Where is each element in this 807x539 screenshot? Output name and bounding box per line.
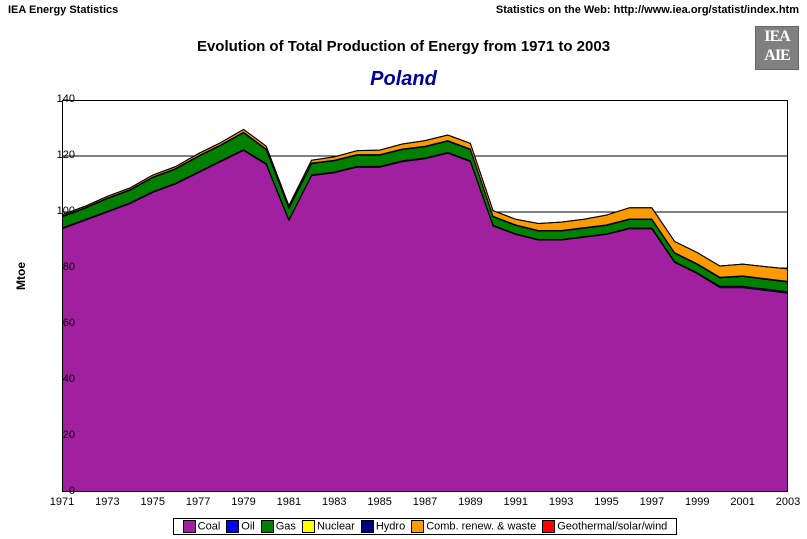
legend-label: Comb. renew. & waste [426, 521, 536, 533]
legend-label: Oil [241, 521, 254, 533]
x-tick-label: 1993 [549, 496, 573, 508]
y-tick-label: 20 [35, 429, 75, 441]
legend-swatch [361, 520, 374, 533]
chart-subtitle: Poland [0, 68, 807, 91]
legend-box: Coal Oil Gas Nuclear Hydro Comb. renew. & was… [173, 518, 678, 535]
x-tick-label: 1973 [95, 496, 119, 508]
legend-item: Comb. renew. & waste [411, 520, 536, 533]
legend-swatch [183, 520, 196, 533]
y-tick-label: 40 [35, 373, 75, 385]
legend-item: Geothermal/solar/wind [542, 520, 667, 533]
y-tick-label: 80 [35, 261, 75, 273]
x-tick-label: 1991 [504, 496, 528, 508]
chart-svg [62, 100, 788, 492]
header-left-text: IEA Energy Statistics [8, 4, 118, 16]
legend-label: Geothermal/solar/wind [557, 521, 667, 533]
x-tick-label: 1999 [685, 496, 709, 508]
x-tick-label: 1995 [594, 496, 618, 508]
y-tick-label: 100 [35, 205, 75, 217]
x-tick-label: 1981 [277, 496, 301, 508]
legend: Coal Oil Gas Nuclear Hydro Comb. renew. & was… [62, 516, 788, 535]
legend-swatch [302, 520, 315, 533]
x-tick-label: 2001 [730, 496, 754, 508]
plot-area [62, 100, 788, 492]
legend-swatch [226, 520, 239, 533]
legend-item: Coal [183, 520, 221, 533]
x-tick-label: 2003 [776, 496, 800, 508]
legend-item: Nuclear [302, 520, 355, 533]
x-tick-label: 1997 [640, 496, 664, 508]
x-tick-label: 1975 [141, 496, 165, 508]
x-tick-label: 1979 [231, 496, 255, 508]
y-tick-label: 140 [35, 93, 75, 105]
legend-swatch [261, 520, 274, 533]
x-tick-label: 1971 [50, 496, 74, 508]
legend-item: Oil [226, 520, 254, 533]
y-axis-label: Mtoe [14, 262, 28, 290]
header-right-text: Statistics on the Web: http://www.iea.or… [496, 4, 799, 16]
x-tick-label: 1985 [367, 496, 391, 508]
page-header: IEA Energy Statistics Statistics on the … [0, 4, 807, 20]
legend-label: Gas [276, 521, 296, 533]
legend-item: Gas [261, 520, 296, 533]
chart-title: Evolution of Total Production of Energy … [0, 38, 807, 55]
x-tick-label: 1989 [458, 496, 482, 508]
legend-swatch [411, 520, 424, 533]
x-tick-label: 1987 [413, 496, 437, 508]
x-tick-label: 1977 [186, 496, 210, 508]
y-tick-label: 60 [35, 317, 75, 329]
legend-label: Coal [198, 521, 221, 533]
legend-item: Hydro [361, 520, 405, 533]
legend-label: Nuclear [317, 521, 355, 533]
x-tick-label: 1983 [322, 496, 346, 508]
legend-label: Hydro [376, 521, 405, 533]
legend-swatch [542, 520, 555, 533]
y-tick-label: 120 [35, 149, 75, 161]
